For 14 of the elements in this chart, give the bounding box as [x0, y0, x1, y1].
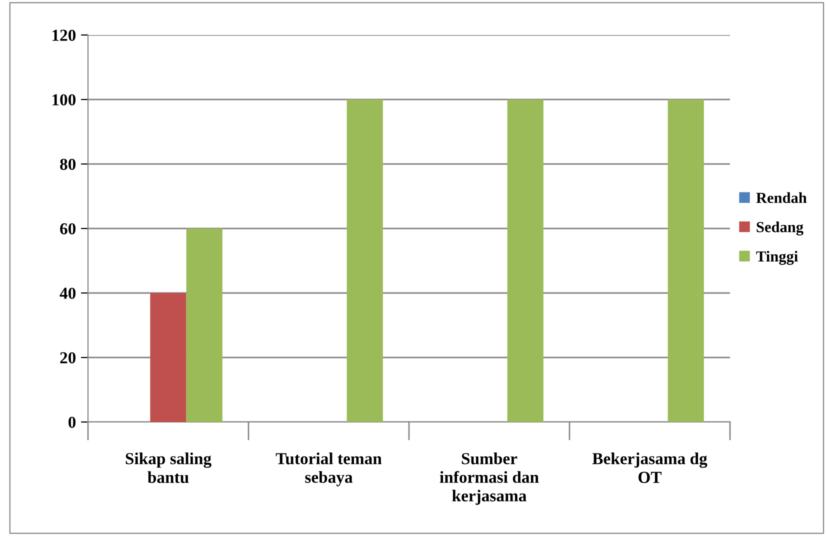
y-tick-label: 100 — [52, 94, 76, 106]
y-tick-label: 20 — [60, 352, 76, 364]
y-tick-label: 120 — [52, 30, 76, 41]
x-tick-label: Sikap saling bantu — [126, 452, 212, 484]
y-tick-label: 80 — [60, 158, 76, 170]
legend-label: Rendah — [756, 192, 807, 204]
x-tick-label: Sumber informasi dan kerjasama — [440, 452, 539, 505]
x-tick-label: Bekerjasama dg OT — [592, 452, 708, 483]
legend-label: Sedang — [756, 222, 804, 236]
x-tick-label: Tutorial teman sebaya — [276, 452, 382, 486]
y-tick-label: 0 — [68, 416, 76, 428]
y-tick-label: 40 — [60, 288, 76, 299]
y-tick-label: 60 — [60, 223, 76, 234]
legend-label: Tinggi — [756, 250, 798, 265]
